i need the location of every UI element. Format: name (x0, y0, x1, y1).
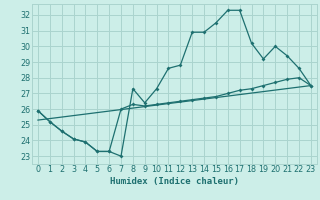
X-axis label: Humidex (Indice chaleur): Humidex (Indice chaleur) (110, 177, 239, 186)
